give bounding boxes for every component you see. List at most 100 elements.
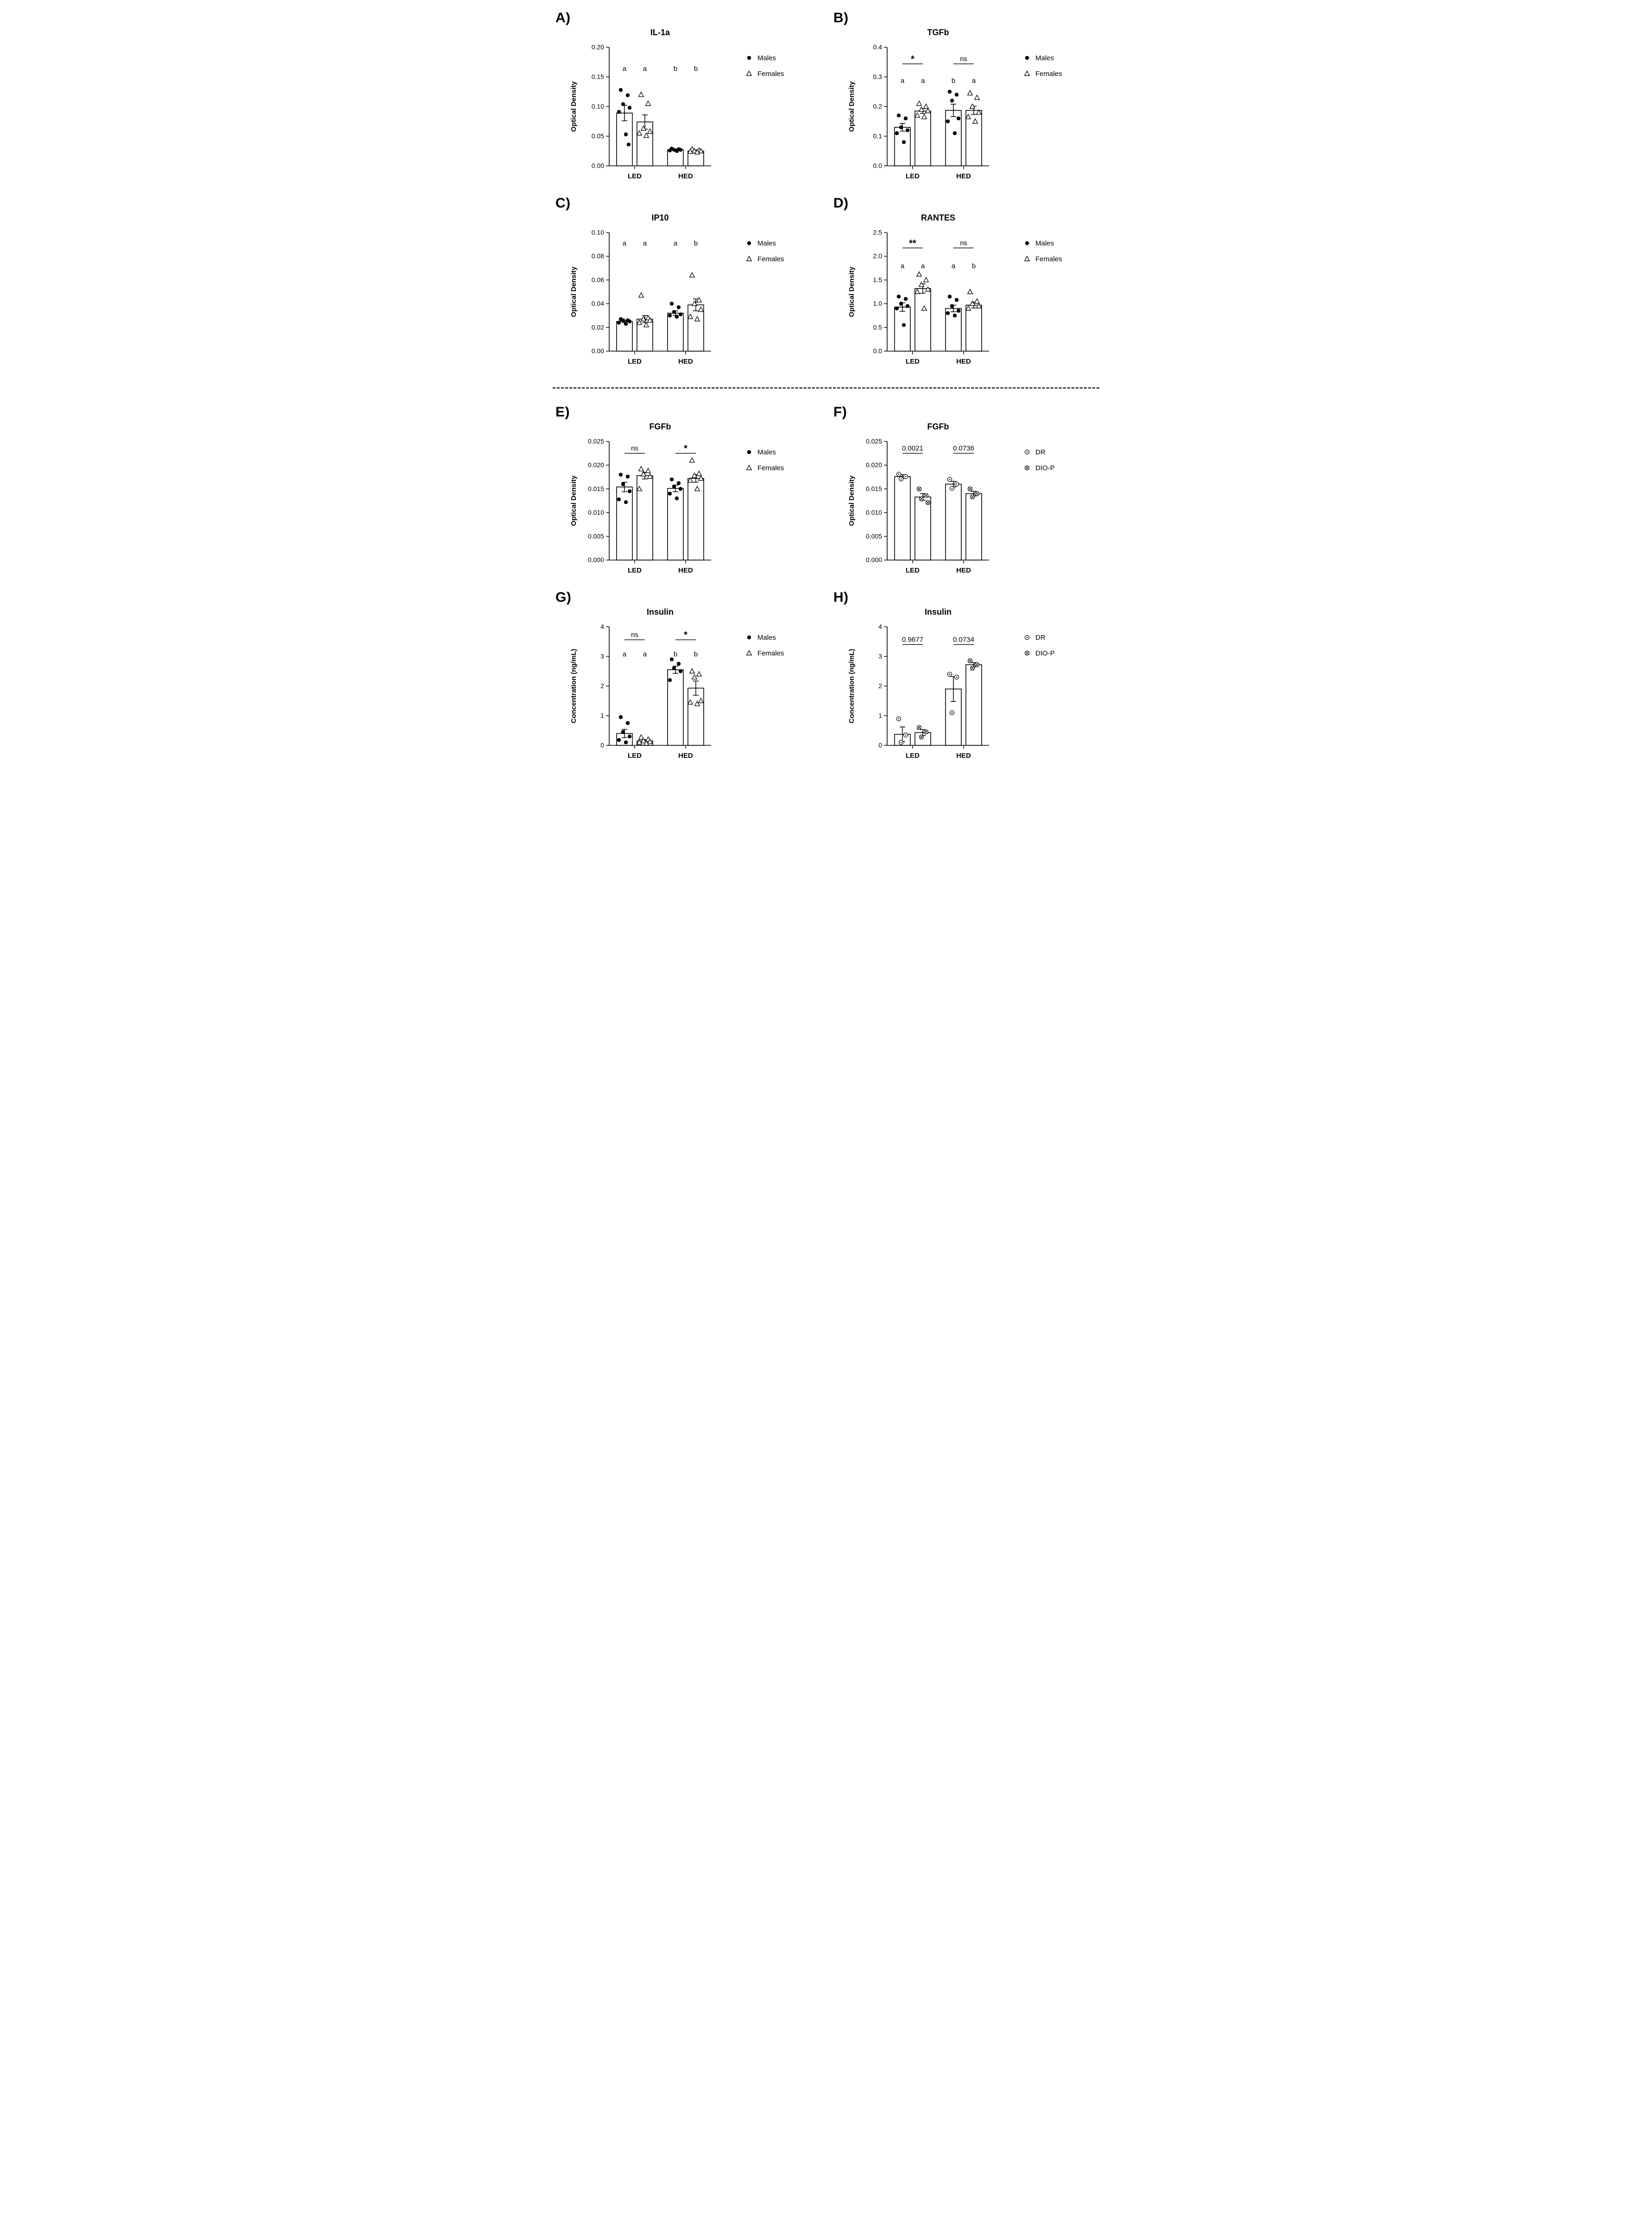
svg-text:0.02: 0.02 bbox=[592, 323, 604, 331]
legend: Males Females bbox=[746, 634, 784, 657]
y-axis-label: Concentration (ng/mL) bbox=[848, 649, 856, 724]
data-points bbox=[895, 89, 982, 144]
svg-text:0.0736: 0.0736 bbox=[953, 445, 974, 453]
panel-d: D) RANTES 0.0 0.5 1.0 1.5 2.0 2.5 Optical Dens… bbox=[826, 192, 1104, 377]
annotations: a a b a * ns bbox=[901, 54, 976, 85]
svg-text:a: a bbox=[623, 239, 627, 247]
x-axis-labels: LED HED bbox=[628, 166, 693, 180]
svg-text:0: 0 bbox=[600, 742, 604, 749]
error-bars bbox=[900, 662, 977, 743]
svg-text:LED: LED bbox=[906, 752, 920, 760]
annotations: ns * bbox=[624, 444, 696, 454]
svg-text:0.020: 0.020 bbox=[866, 461, 882, 469]
x-axis-labels: LED HED bbox=[628, 351, 693, 365]
svg-text:a: a bbox=[921, 77, 925, 85]
svg-text:ns: ns bbox=[960, 239, 967, 247]
svg-text:HED: HED bbox=[678, 172, 693, 180]
panel-g-chart: 0 1 2 3 4 Concentration (ng/mL) LED HED a a b b ns * M… bbox=[570, 623, 784, 760]
svg-text:1: 1 bbox=[600, 712, 604, 719]
svg-text:0.005: 0.005 bbox=[588, 532, 604, 540]
svg-text:0.015: 0.015 bbox=[588, 485, 604, 492]
panel-a: A) IL-1a 0.00 0.05 0.10 0.15 0.20 Optical Den… bbox=[548, 6, 826, 192]
section-divider bbox=[553, 387, 1099, 389]
panel-e-label: E) bbox=[555, 404, 570, 420]
svg-text:LED: LED bbox=[906, 358, 920, 365]
bars bbox=[616, 475, 704, 561]
svg-text:Males: Males bbox=[1035, 54, 1054, 62]
svg-text:*: * bbox=[684, 444, 687, 454]
legend: Males Females bbox=[746, 54, 784, 78]
svg-text:0.3: 0.3 bbox=[873, 73, 883, 81]
svg-text:b: b bbox=[694, 239, 698, 247]
annotations: 0.0021 0.0736 bbox=[902, 445, 974, 454]
data-points bbox=[617, 88, 704, 155]
svg-text:HED: HED bbox=[678, 567, 693, 574]
svg-text:3: 3 bbox=[878, 653, 882, 660]
error-bars bbox=[622, 666, 699, 743]
svg-text:Females: Females bbox=[757, 255, 784, 263]
svg-text:Males: Males bbox=[757, 54, 776, 62]
svg-text:*: * bbox=[684, 630, 687, 640]
svg-text:a: a bbox=[972, 77, 976, 85]
svg-text:DR: DR bbox=[1035, 634, 1046, 642]
panel-f: F) FGFb 0.000 0.005 0.010 0.015 0.020 0.025 Op… bbox=[826, 401, 1104, 586]
y-axis-ticks: 0.0 0.5 1.0 1.5 2.0 2.5 bbox=[873, 229, 887, 355]
panel-d-label: D) bbox=[833, 195, 849, 211]
y-axis-label: Optical Density bbox=[570, 81, 578, 132]
svg-text:0.20: 0.20 bbox=[592, 44, 604, 51]
panel-f-chart: 0.000 0.005 0.010 0.015 0.020 0.025 Optical De… bbox=[848, 438, 1055, 575]
svg-text:a: a bbox=[643, 65, 647, 73]
svg-text:b: b bbox=[694, 650, 698, 658]
svg-text:a: a bbox=[901, 262, 905, 270]
svg-text:0.05: 0.05 bbox=[592, 132, 604, 140]
svg-text:a: a bbox=[674, 239, 678, 247]
bars bbox=[894, 288, 982, 352]
svg-text:*: * bbox=[911, 54, 914, 64]
svg-text:**: ** bbox=[909, 238, 916, 248]
error-bars bbox=[622, 298, 699, 323]
data-points bbox=[617, 272, 704, 328]
svg-text:Concentration (ng/mL): Concentration (ng/mL) bbox=[848, 649, 856, 724]
panel-g-chart-title: Insulin bbox=[647, 607, 674, 617]
svg-text:Optical Density: Optical Density bbox=[570, 475, 578, 526]
y-axis-label: Optical Density bbox=[848, 475, 856, 526]
svg-text:ns: ns bbox=[631, 445, 638, 453]
svg-text:Optical Density: Optical Density bbox=[570, 81, 578, 132]
svg-text:LED: LED bbox=[628, 358, 642, 365]
svg-text:Concentration (ng/mL): Concentration (ng/mL) bbox=[570, 649, 578, 724]
svg-text:LED: LED bbox=[906, 567, 920, 574]
svg-text:0.010: 0.010 bbox=[588, 509, 604, 516]
svg-text:ns: ns bbox=[631, 631, 638, 639]
bars bbox=[616, 113, 704, 166]
legend: Males Females bbox=[1024, 54, 1062, 78]
svg-text:Males: Males bbox=[757, 448, 776, 456]
svg-text:HED: HED bbox=[678, 752, 693, 760]
svg-text:1.0: 1.0 bbox=[873, 300, 883, 307]
svg-text:b: b bbox=[674, 650, 677, 658]
svg-text:0.010: 0.010 bbox=[866, 509, 882, 516]
svg-text:0.0: 0.0 bbox=[873, 347, 883, 355]
panel-b: B) TGFb 0.0 0.1 0.2 0.3 0.4 Optical Density LE… bbox=[826, 6, 1104, 192]
svg-text:0: 0 bbox=[878, 742, 882, 749]
svg-text:HED: HED bbox=[956, 567, 971, 574]
svg-text:a: a bbox=[623, 650, 627, 658]
svg-text:HED: HED bbox=[678, 358, 693, 365]
panel-b-label: B) bbox=[833, 10, 849, 25]
panel-h-label: H) bbox=[833, 590, 849, 605]
legend: Males Females bbox=[746, 239, 784, 263]
y-axis-ticks: 0.000 0.005 0.010 0.015 0.020 0.025 bbox=[866, 438, 887, 564]
svg-text:HED: HED bbox=[956, 752, 971, 760]
svg-text:0.2: 0.2 bbox=[873, 103, 883, 110]
svg-text:a: a bbox=[952, 262, 956, 270]
svg-text:Females: Females bbox=[1035, 70, 1062, 78]
svg-text:DIO-P: DIO-P bbox=[1035, 464, 1055, 472]
x-axis-labels: LED HED bbox=[906, 351, 971, 365]
panel-g-label: G) bbox=[555, 590, 572, 605]
panel-g: G) Insulin 0 1 2 3 4 Concentration (ng/mL) LED… bbox=[548, 586, 826, 771]
svg-text:Males: Males bbox=[1035, 239, 1054, 247]
panel-e-chart: 0.000 0.005 0.010 0.015 0.020 0.025 Optical De… bbox=[570, 438, 784, 575]
y-axis-label: Optical Density bbox=[848, 266, 856, 317]
y-axis-ticks: 0.000 0.005 0.010 0.015 0.020 0.025 bbox=[588, 438, 609, 564]
